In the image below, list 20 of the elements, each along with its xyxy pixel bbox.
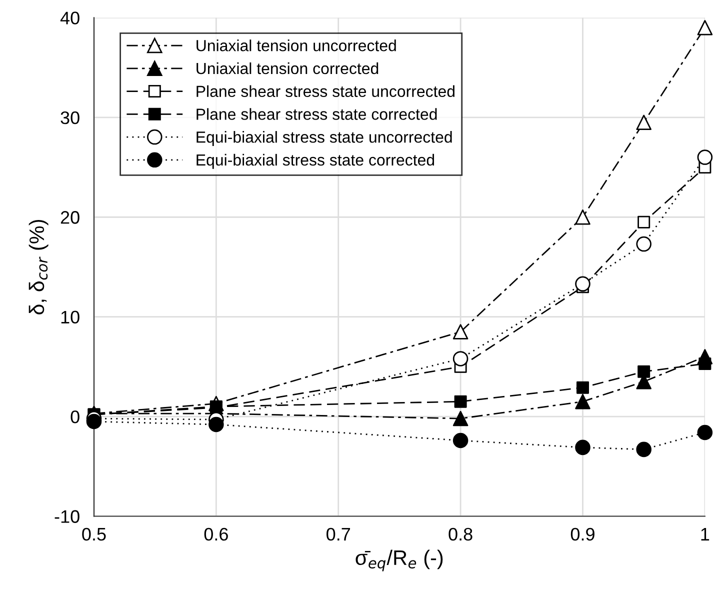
x-tick-label: 0.5 xyxy=(82,528,106,541)
x-tick-label: 0.6 xyxy=(204,528,228,541)
legend-label: Equi-biaxial stress state uncorrected xyxy=(196,131,452,146)
x-axis-title: σ̄$_{eq}$/R$_{e}$ (-) xyxy=(356,550,443,572)
legend-label: Equi-biaxial stress state corrected xyxy=(196,154,434,169)
y-tick-label: 40 xyxy=(60,12,80,24)
x-tick-label: 0.9 xyxy=(570,528,594,541)
y-tick-label: 0 xyxy=(70,410,80,424)
legend-label: Plane shear stress state uncorrected xyxy=(196,85,454,98)
y-tick-label: -10 xyxy=(54,510,80,523)
y-tick-label: 20 xyxy=(60,211,80,224)
legend-label: Plane shear stress state corrected xyxy=(196,108,437,120)
legend-label: Uniaxial tension corrected xyxy=(196,62,378,74)
x-tick-label: 0.8 xyxy=(448,528,472,541)
y-axis-title: δ, δ$_{cor}$ (%) xyxy=(28,220,48,314)
legend-label: Uniaxial tension uncorrected xyxy=(196,40,396,52)
x-tick-label: 0.7 xyxy=(326,528,350,541)
y-tick-label: 30 xyxy=(60,111,80,124)
x-tick-label: 1 xyxy=(701,528,710,540)
y-tick-label: 10 xyxy=(61,310,80,324)
